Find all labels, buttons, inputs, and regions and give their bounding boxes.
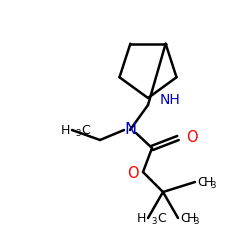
Text: 3: 3 bbox=[210, 180, 216, 190]
Text: H: H bbox=[187, 212, 196, 226]
Text: C: C bbox=[197, 176, 206, 188]
Text: O: O bbox=[127, 166, 139, 180]
Text: NH: NH bbox=[160, 93, 181, 107]
Text: C: C bbox=[81, 124, 90, 136]
Text: C: C bbox=[180, 212, 189, 226]
Text: 3: 3 bbox=[193, 218, 198, 226]
Text: H: H bbox=[60, 124, 70, 136]
Text: 3: 3 bbox=[75, 128, 80, 138]
Text: N: N bbox=[124, 122, 136, 138]
Text: H: H bbox=[204, 176, 214, 188]
Text: C: C bbox=[157, 212, 166, 226]
Text: H: H bbox=[136, 212, 146, 226]
Text: 3: 3 bbox=[151, 218, 156, 226]
Text: O: O bbox=[186, 130, 198, 144]
